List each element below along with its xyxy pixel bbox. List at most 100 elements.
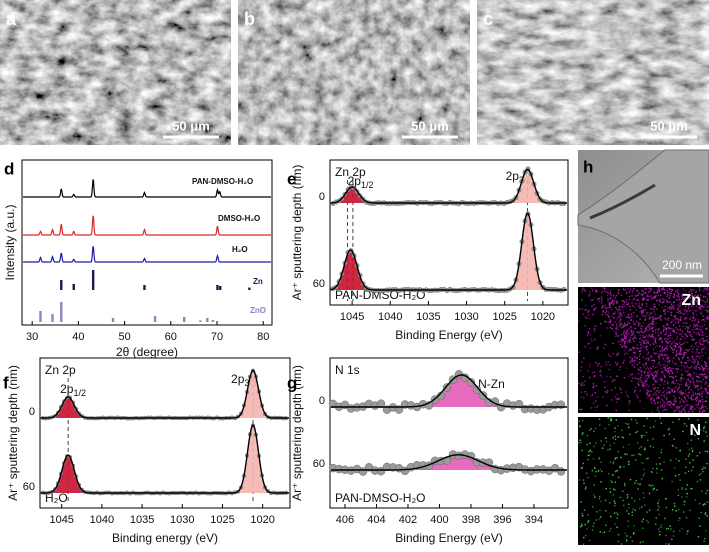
map-dot	[601, 447, 604, 449]
map-dot	[611, 328, 613, 330]
map-dot	[698, 366, 700, 369]
map-dot	[602, 396, 604, 398]
xrd-trace	[23, 215, 271, 236]
map-dot	[609, 289, 612, 292]
map-dot	[681, 330, 684, 333]
map-dot	[618, 321, 620, 323]
map-dot	[644, 298, 647, 300]
map-dot	[638, 304, 640, 307]
map-dot	[632, 346, 634, 348]
map-dot	[671, 480, 673, 483]
map-dot	[678, 359, 681, 361]
map-dot	[624, 347, 626, 349]
map-dot	[599, 369, 602, 371]
map-dot	[583, 357, 585, 359]
map-dot	[651, 320, 653, 323]
map-dot	[689, 334, 692, 336]
map-dot	[610, 301, 612, 304]
map-dot	[665, 393, 668, 395]
map-dot	[683, 365, 685, 368]
map-dot	[698, 321, 700, 323]
map-dot	[653, 297, 655, 299]
map-dot	[612, 353, 614, 355]
map-dot	[588, 539, 591, 542]
map-dot	[679, 332, 681, 335]
map-dot	[634, 356, 636, 358]
map-dot	[651, 312, 653, 314]
map-dot	[643, 342, 645, 345]
map-dot	[699, 409, 701, 412]
map-dot	[613, 330, 615, 332]
map-dot	[685, 305, 687, 308]
map-dot	[601, 314, 604, 316]
map-dot	[669, 301, 671, 303]
map-dot	[657, 504, 659, 507]
map-dot	[677, 368, 679, 370]
map-dot	[616, 353, 618, 355]
map-dot	[668, 368, 671, 370]
map-dot	[669, 369, 672, 371]
map-dot	[580, 384, 582, 386]
map-dot	[588, 310, 590, 312]
map-dot	[608, 424, 610, 426]
map-dot	[608, 316, 610, 318]
y-axis-label: Intensity (a.u.)	[3, 204, 17, 280]
map-dot	[702, 367, 704, 370]
map-dot	[693, 305, 695, 308]
map-dot	[655, 317, 657, 320]
map-dot	[673, 505, 676, 507]
y-tick-label: 60	[313, 458, 325, 470]
map-dot	[646, 389, 648, 391]
map-dot	[685, 404, 687, 407]
map-dot	[636, 344, 639, 346]
map-dot	[697, 333, 699, 335]
map-dot	[706, 348, 708, 350]
reference-stick	[182, 317, 186, 322]
map-dot	[607, 313, 609, 315]
map-dot	[620, 326, 623, 329]
map-dot	[631, 511, 633, 513]
map-dot	[691, 378, 694, 380]
map-dot	[647, 341, 649, 343]
map-dot	[682, 357, 684, 359]
map-dot	[659, 339, 661, 341]
map-dot	[652, 388, 655, 390]
map-dot	[628, 305, 631, 308]
map-dot	[629, 478, 632, 481]
map-dot	[632, 360, 634, 362]
map-dot	[698, 394, 701, 397]
map-dot	[675, 406, 678, 408]
map-dot	[605, 440, 608, 443]
map-dot	[679, 401, 681, 403]
map-dot	[642, 291, 644, 293]
map-dot	[600, 323, 602, 325]
map-dot	[679, 450, 681, 452]
map-dot	[638, 332, 640, 334]
map-dot	[667, 342, 669, 344]
map-dot	[604, 287, 606, 290]
map-dot	[703, 339, 706, 342]
map-dot	[621, 429, 623, 432]
map-dot	[648, 393, 651, 395]
panel-label: h	[583, 157, 593, 176]
map-dot	[601, 292, 603, 294]
map-dot	[601, 307, 603, 309]
map-dot	[659, 534, 661, 536]
map-dot	[652, 296, 654, 299]
map-dot	[661, 399, 663, 401]
map-dot	[699, 525, 701, 527]
map-dot	[619, 387, 621, 389]
map-dot	[677, 489, 679, 491]
map-dot	[621, 436, 623, 438]
map-dot	[673, 339, 675, 342]
map-dot	[645, 363, 647, 365]
map-dot	[705, 390, 707, 392]
axes-frame	[21, 159, 273, 326]
map-dot	[685, 517, 688, 519]
reference-stick	[39, 311, 42, 322]
map-dot	[707, 315, 709, 318]
map-dot	[602, 310, 604, 313]
map-dot	[690, 397, 692, 400]
map-dot	[623, 329, 625, 332]
map-dot	[704, 320, 706, 323]
